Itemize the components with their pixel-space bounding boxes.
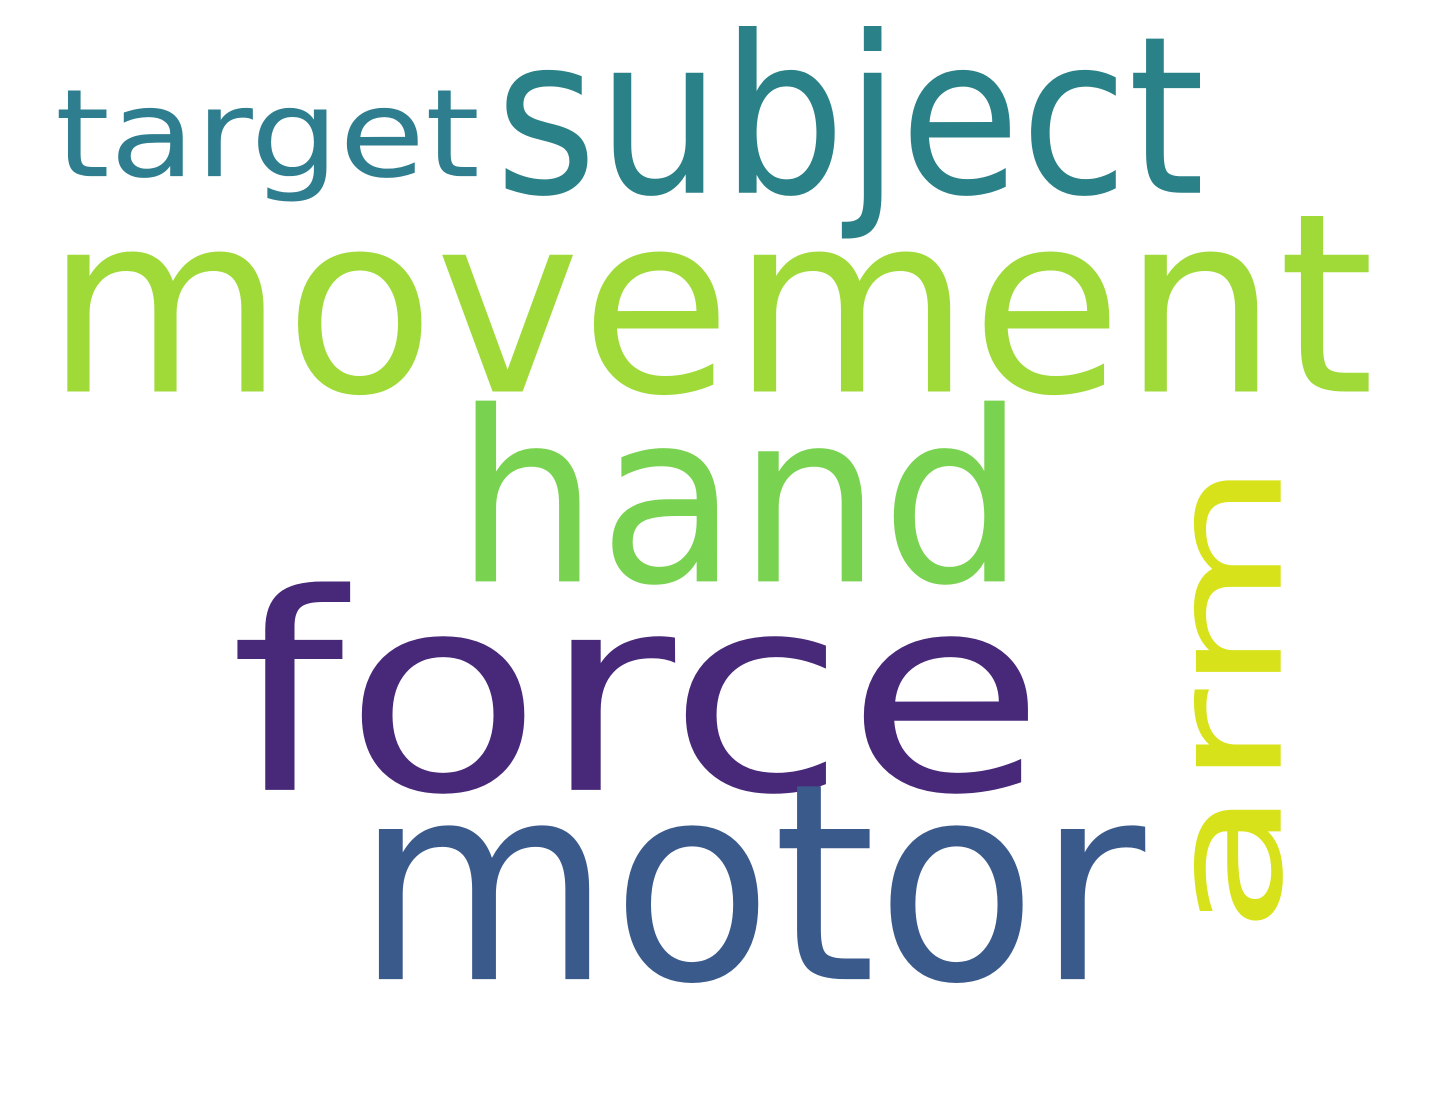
word-movement: movement <box>45 159 1375 451</box>
word-target: target <box>55 62 480 206</box>
word-hand: hand <box>455 362 1026 639</box>
word-motor: motor <box>355 724 1146 1045</box>
word-force: force <box>230 535 1046 855</box>
word-subject: subject <box>495 0 1205 246</box>
word-arm: arm <box>1137 459 1318 935</box>
